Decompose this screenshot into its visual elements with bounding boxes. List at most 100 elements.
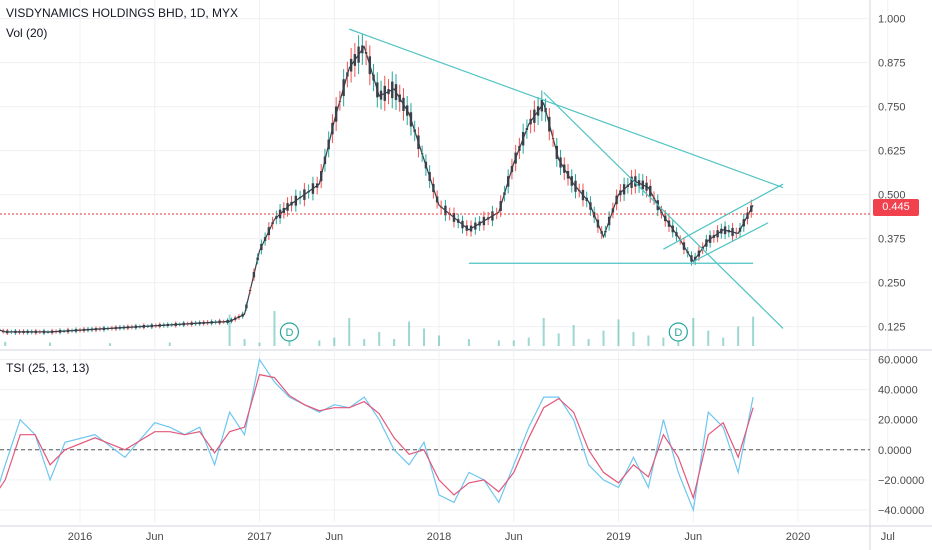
candle-body (14, 330, 17, 334)
candle-body (210, 321, 213, 324)
candle-body (417, 135, 420, 150)
volume-bar (168, 342, 171, 346)
candle-body (202, 321, 205, 324)
price-tick-label: 0.375 (878, 234, 906, 246)
candle-body (503, 192, 506, 196)
candle-body (469, 225, 473, 232)
candle-body (664, 215, 667, 222)
volume-bar (632, 332, 635, 346)
candle-body (424, 161, 428, 169)
candle-body (241, 313, 244, 317)
candle-body (26, 330, 29, 334)
price-tick-label: 0.750 (878, 102, 906, 114)
candle-body (465, 225, 468, 231)
volume-bar (378, 332, 381, 346)
candle-body (170, 324, 173, 326)
candle-body (746, 212, 749, 219)
candle-body (182, 322, 185, 326)
volume-label[interactable]: Vol (20) (6, 26, 48, 40)
candle-body (218, 320, 221, 324)
volume-bar (617, 319, 620, 346)
candle-body (30, 331, 33, 333)
candle-body (315, 183, 319, 188)
volume-bar (602, 330, 605, 346)
candle-body (271, 222, 274, 225)
candle-body (563, 164, 566, 173)
candle-body (742, 219, 745, 227)
candle-body (667, 220, 671, 227)
tsi-label[interactable]: TSI (25, 13, 13) (6, 361, 90, 375)
volume-bar (273, 311, 276, 346)
tsi-tick-label: −40.0000 (878, 505, 924, 517)
axes: 1.000 0.875 0.750 0.625 0.500 0.375 0.250 0.125… (68, 14, 924, 543)
trendline (543, 92, 784, 329)
time-tick-label: 2018 (427, 531, 451, 543)
candle-body (652, 197, 656, 199)
volume-bar (572, 325, 575, 346)
volume-bar (363, 339, 366, 346)
candle-body (731, 227, 734, 237)
candle-body (194, 322, 197, 325)
candle-body (376, 82, 379, 98)
time-tick-label: Jun (505, 531, 523, 543)
candle-body (585, 197, 588, 202)
candle-body (379, 90, 383, 100)
candle-body (214, 321, 217, 323)
candle-body (649, 185, 652, 197)
candle-body (54, 331, 58, 333)
candle-body (338, 100, 342, 102)
candle-body (50, 330, 54, 334)
candle-body (342, 79, 345, 97)
volume-bar (467, 339, 470, 346)
candle-body (482, 216, 486, 226)
candle-body (237, 316, 241, 318)
candle-body (282, 207, 286, 213)
candle-body (581, 189, 585, 201)
candle-body (114, 326, 118, 330)
candle-body (357, 46, 360, 63)
candle-body (267, 227, 271, 236)
candle-body (716, 230, 719, 238)
candle-body (166, 323, 169, 327)
volume-bar (333, 337, 336, 346)
candle-body (675, 232, 678, 237)
volume-bar (408, 321, 411, 346)
candle-body (372, 74, 375, 81)
candle-body (18, 331, 21, 333)
symbol-title[interactable]: VISDYNAMICS HOLDINGS BHD, 1D, MYX (6, 6, 239, 20)
candle-body (263, 237, 267, 241)
candle-body (311, 183, 315, 194)
candle-body (402, 97, 405, 112)
dividend-marker-label: D (285, 327, 293, 339)
candle-body (461, 220, 464, 229)
last-price-badge: 0.445 (873, 199, 919, 216)
candle-body (327, 139, 330, 150)
price-tick-label: 0.125 (878, 322, 906, 334)
candle-body (596, 219, 600, 228)
candle-body (98, 328, 102, 330)
candle-body (394, 84, 398, 100)
candle-body (118, 326, 122, 329)
time-tick-label: 2017 (247, 531, 271, 543)
candle-body (58, 329, 62, 333)
candle-body (126, 326, 130, 329)
candle-body (34, 330, 38, 334)
candle-body (62, 331, 66, 333)
time-tick-label: Jun (325, 531, 343, 543)
candle-body (275, 216, 278, 219)
candle-body (641, 180, 645, 190)
trendline (663, 183, 784, 250)
candle-body (630, 176, 633, 188)
candle-body (682, 242, 686, 250)
candle-body (735, 232, 738, 234)
volume-bar (258, 342, 261, 346)
volume-bar (647, 335, 650, 346)
candle-body (420, 153, 424, 155)
volume-bar (108, 343, 111, 346)
candle-body (6, 330, 9, 334)
trendlines (349, 28, 784, 329)
candle-body (604, 230, 607, 233)
tsi-signal-line (0, 373, 754, 500)
dividend-marker-label: D (674, 327, 682, 339)
